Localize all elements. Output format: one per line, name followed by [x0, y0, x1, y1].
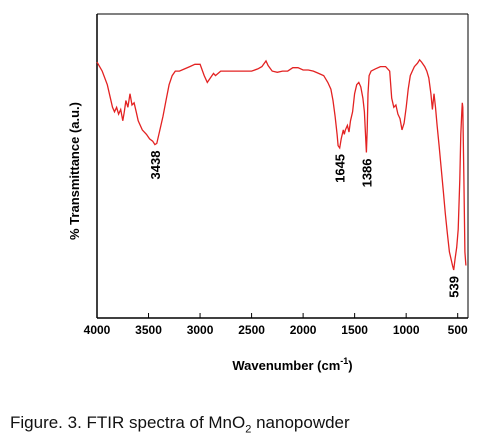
x-ticks: 4000 3500 3000 2500 2000 1500 1000 500: [84, 313, 468, 337]
x-tick-label: 3000: [187, 323, 214, 337]
ftir-spectrum-line: [96, 58, 467, 271]
x-tick-label: 1500: [341, 323, 368, 337]
peak-label: 3438: [148, 151, 163, 180]
x-tick-label: 3500: [135, 323, 162, 337]
y-axis-title: % Transmittance (a.u.): [67, 102, 82, 240]
peak-label: 1645: [333, 154, 348, 183]
plot-area: 4000 3500 3000 2500 2000 1500 1000 500 3438 1645…: [84, 13, 469, 337]
peak-label: 539: [447, 276, 462, 298]
x-tick-label: 500: [448, 323, 468, 337]
peak-label: 1386: [359, 158, 374, 187]
x-tick-label: 2500: [238, 323, 265, 337]
caption-subscript: 2: [245, 423, 252, 436]
x-axis-title: Wavenumber (cm-1): [232, 356, 352, 373]
x-axis-title-main: Wavenumber (cm: [232, 358, 340, 373]
ftir-chart: 4000 3500 3000 2500 2000 1500 1000 500 3438 1645…: [67, 13, 469, 373]
figure-caption: Figure. 3. FTIR spectra of MnO2 nanopowd…: [10, 413, 350, 435]
caption-text: Figure. 3. FTIR spectra of MnO: [10, 413, 246, 432]
peak-annotations: 3438 1645 1386 539: [148, 151, 462, 298]
x-axis-title-superscript: -1: [340, 356, 348, 366]
x-tick-label: 1000: [393, 323, 420, 337]
x-tick-label: 2000: [290, 323, 317, 337]
x-tick-label: 4000: [84, 323, 111, 337]
x-axis-title-end: ): [348, 358, 352, 373]
caption-text-end: nanopowder: [251, 413, 350, 432]
